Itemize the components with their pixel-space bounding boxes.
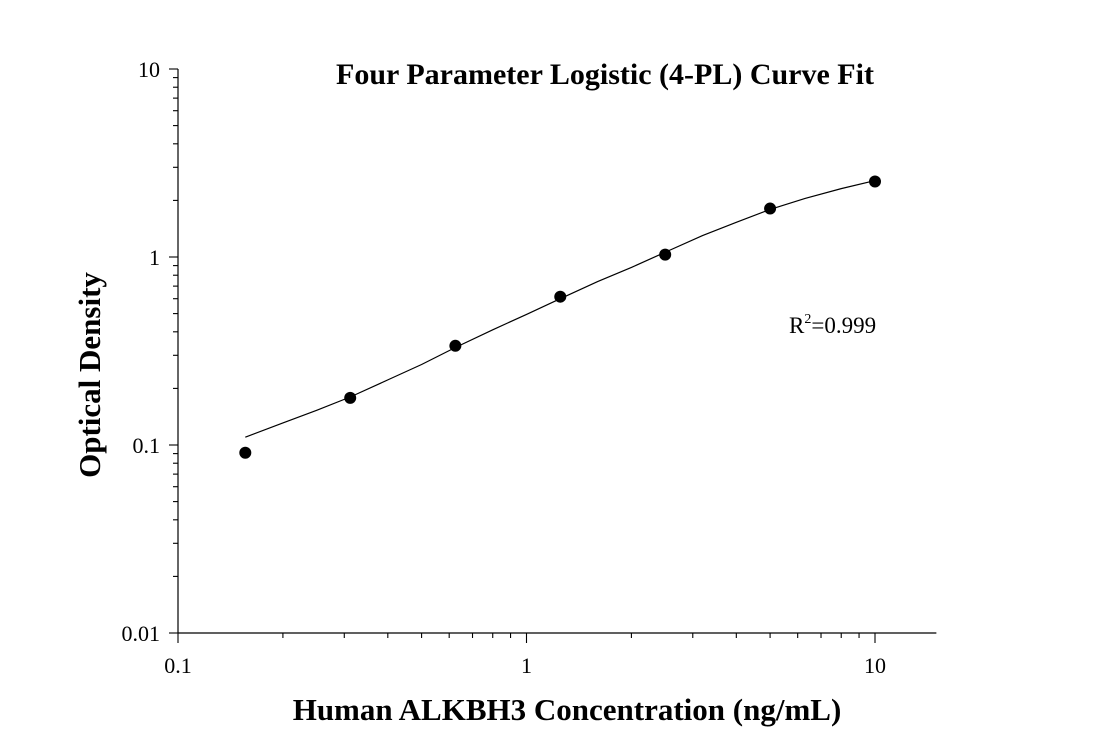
data-point bbox=[869, 175, 881, 188]
chart-title: Four Parameter Logistic (4-PL) Curve Fit bbox=[336, 58, 874, 91]
data-point bbox=[764, 202, 777, 215]
y-tick-label: 0.01 bbox=[122, 621, 161, 646]
y-tick-label: 1 bbox=[149, 245, 160, 270]
r-squared-superscript: 2 bbox=[804, 312, 811, 327]
r-squared-main: R bbox=[789, 313, 805, 338]
x-tick-label: 10 bbox=[864, 653, 886, 678]
y-tick-label: 0.1 bbox=[133, 433, 161, 458]
data-point bbox=[554, 290, 567, 303]
data-point bbox=[239, 446, 252, 459]
ticks bbox=[169, 68, 876, 643]
data-point bbox=[449, 339, 462, 352]
data-point bbox=[344, 391, 357, 404]
x-axis-label: Human ALKBH3 Concentration (ng/mL) bbox=[293, 692, 842, 727]
x-tick-label: 0.1 bbox=[164, 653, 192, 678]
x-tick-label: 1 bbox=[521, 653, 532, 678]
axes bbox=[177, 69, 937, 634]
r-squared-value: =0.999 bbox=[811, 313, 876, 338]
data-points bbox=[239, 175, 881, 459]
y-tick-label: 10 bbox=[138, 57, 160, 82]
r-squared-annotation: R2=0.999 bbox=[789, 312, 876, 338]
fit-curve bbox=[245, 179, 876, 438]
data-point bbox=[659, 248, 672, 261]
y-axis-label: Optical Density bbox=[72, 272, 107, 478]
